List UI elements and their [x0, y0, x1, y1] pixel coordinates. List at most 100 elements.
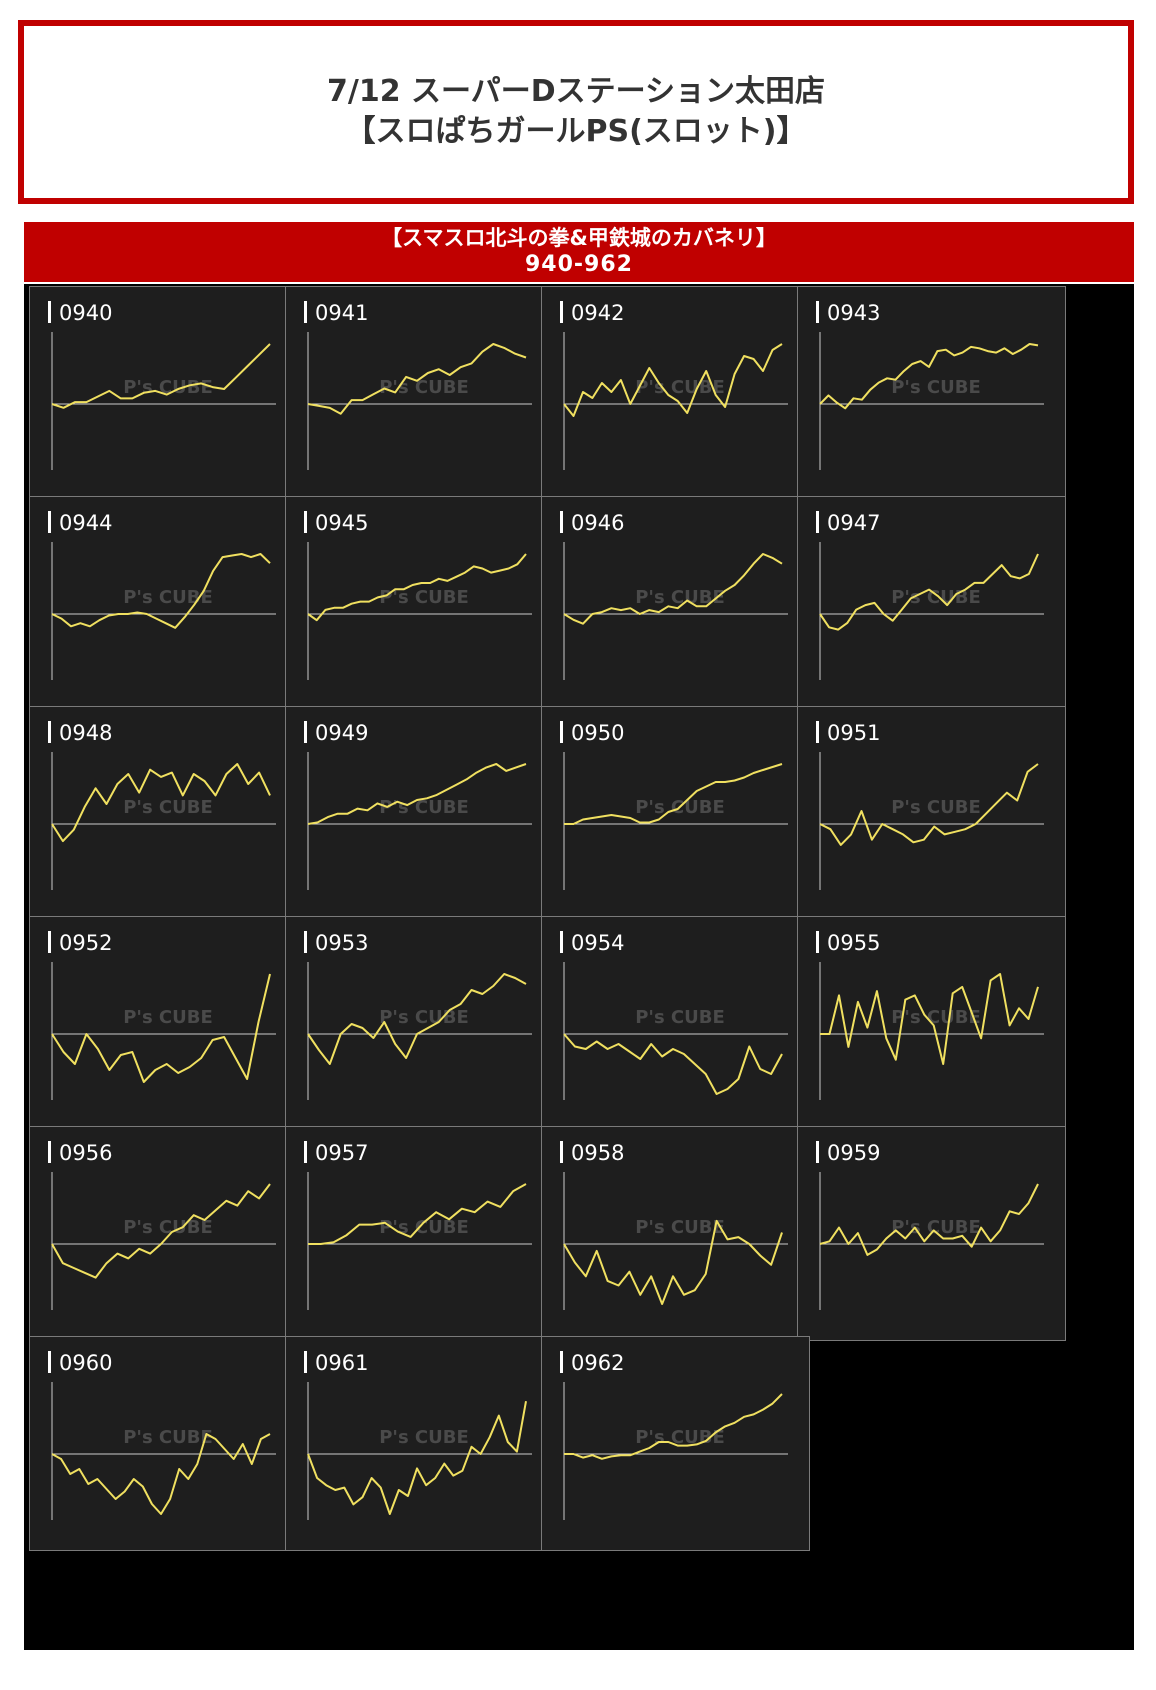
chart-title: 0951	[827, 721, 880, 745]
line-chart: 0954 P's CUBE	[560, 931, 788, 1100]
chart-tile: 0961 P's CUBE	[285, 1336, 554, 1551]
line-chart: 0956 P's CUBE	[48, 1141, 276, 1310]
machine-name: 【スマスロ北斗の拳&甲鉄城のカバネリ】	[381, 226, 777, 250]
watermark-logo: P's CUBE	[891, 377, 981, 398]
line-chart: 0944 P's CUBE	[48, 511, 276, 680]
series-line	[51, 763, 271, 843]
chart-title: 0945	[315, 511, 368, 535]
page-title: 7/12 スーパーDステーション太田店	[326, 74, 826, 109]
chart-title: 0961	[315, 1351, 368, 1375]
chart-title: 0959	[827, 1141, 880, 1165]
chart-title: 0941	[315, 301, 368, 325]
title-marker	[816, 721, 819, 743]
title-marker	[560, 301, 563, 323]
chart-title: 0954	[571, 931, 624, 955]
line-chart: 0941 P's CUBE	[304, 301, 532, 470]
line-chart: 0959 P's CUBE	[816, 1141, 1044, 1310]
watermark-logo: P's CUBE	[635, 587, 725, 608]
chart-tile: 0940 P's CUBE	[29, 286, 298, 501]
series-line	[51, 553, 271, 629]
series-line	[819, 553, 1039, 631]
title-marker	[48, 301, 51, 323]
chart-title: 0958	[571, 1141, 624, 1165]
series-line	[307, 343, 527, 415]
line-chart: 0943 P's CUBE	[816, 301, 1044, 470]
series-line	[308, 1183, 527, 1245]
series-line	[564, 1393, 783, 1460]
watermark-logo: P's CUBE	[379, 587, 469, 608]
chart-title: 0956	[59, 1141, 112, 1165]
series-line	[564, 763, 783, 825]
series-line	[307, 1401, 527, 1515]
line-chart: 0958 P's CUBE	[560, 1141, 788, 1310]
chart-title: 0960	[59, 1351, 112, 1375]
series-line	[820, 973, 1039, 1065]
watermark-logo: P's CUBE	[635, 377, 725, 398]
chart-title: 0950	[571, 721, 624, 745]
line-chart: 0955 P's CUBE	[816, 931, 1044, 1100]
chart-title: 0943	[827, 301, 880, 325]
series-line	[51, 343, 271, 409]
watermark-logo: P's CUBE	[635, 1217, 725, 1238]
chart-tile: 0947 P's CUBE	[797, 496, 1066, 711]
chart-title: 0952	[59, 931, 112, 955]
line-chart: 0948 P's CUBE	[48, 721, 276, 890]
title-marker	[304, 1351, 307, 1373]
series-line	[51, 1433, 271, 1515]
series-line	[51, 1183, 271, 1279]
title-box: 7/12 スーパーDステーション太田店 【スロぱちガールPS(スロット)】	[18, 20, 1134, 204]
chart-title: 0949	[315, 721, 368, 745]
title-marker	[48, 1141, 51, 1163]
chart-tile: 0949 P's CUBE	[285, 706, 554, 921]
title-marker	[560, 1141, 563, 1163]
watermark-logo: P's CUBE	[123, 1007, 213, 1028]
chart-tile: 0951 P's CUBE	[797, 706, 1066, 921]
chart-tile: 0958 P's CUBE	[541, 1126, 810, 1341]
chart-tile: 0955 P's CUBE	[797, 916, 1066, 1131]
series-line	[51, 973, 271, 1083]
series-line	[563, 1219, 783, 1305]
watermark-logo: P's CUBE	[123, 797, 213, 818]
chart-tile: 0943 P's CUBE	[797, 286, 1066, 501]
line-chart: 0960 P's CUBE	[48, 1351, 276, 1520]
series-line	[819, 343, 1039, 410]
line-chart: 0961 P's CUBE	[304, 1351, 532, 1520]
chart-tile: 0957 P's CUBE	[285, 1126, 554, 1341]
watermark-logo: P's CUBE	[891, 1007, 981, 1028]
chart-tile: 0941 P's CUBE	[285, 286, 554, 501]
line-chart: 0951 P's CUBE	[816, 721, 1044, 890]
chart-tile: 0952 P's CUBE	[29, 916, 298, 1131]
watermark-logo: P's CUBE	[891, 797, 981, 818]
title-marker	[304, 511, 307, 533]
chart-title: 0957	[315, 1141, 368, 1165]
watermark-logo: P's CUBE	[123, 1427, 213, 1448]
chart-tile: 0953 P's CUBE	[285, 916, 554, 1131]
title-marker	[304, 721, 307, 743]
chart-title: 0962	[571, 1351, 624, 1375]
chart-title: 0942	[571, 301, 624, 325]
title-marker	[560, 511, 563, 533]
title-marker	[48, 931, 51, 953]
chart-tile: 0950 P's CUBE	[541, 706, 810, 921]
series-line	[307, 553, 527, 622]
watermark-logo: P's CUBE	[123, 1217, 213, 1238]
chart-tile: 0948 P's CUBE	[29, 706, 298, 921]
chart-title: 0946	[571, 511, 624, 535]
watermark-logo: P's CUBE	[379, 377, 469, 398]
watermark-logo: P's CUBE	[379, 1007, 469, 1028]
chart-tile: 0946 P's CUBE	[541, 496, 810, 711]
title-marker	[560, 721, 563, 743]
chart-grid: 0940 P's CUBE 0941 P's CUBE 0942 P's CUBE 0943…	[24, 284, 1134, 1650]
title-marker	[304, 301, 307, 323]
chart-tile: 0962 P's CUBE	[541, 1336, 810, 1551]
chart-tile: 0960 P's CUBE	[29, 1336, 298, 1551]
watermark-logo: P's CUBE	[635, 1007, 725, 1028]
series-line	[819, 763, 1039, 846]
watermark-logo: P's CUBE	[123, 587, 213, 608]
chart-title: 0944	[59, 511, 112, 535]
chart-title: 0948	[59, 721, 112, 745]
